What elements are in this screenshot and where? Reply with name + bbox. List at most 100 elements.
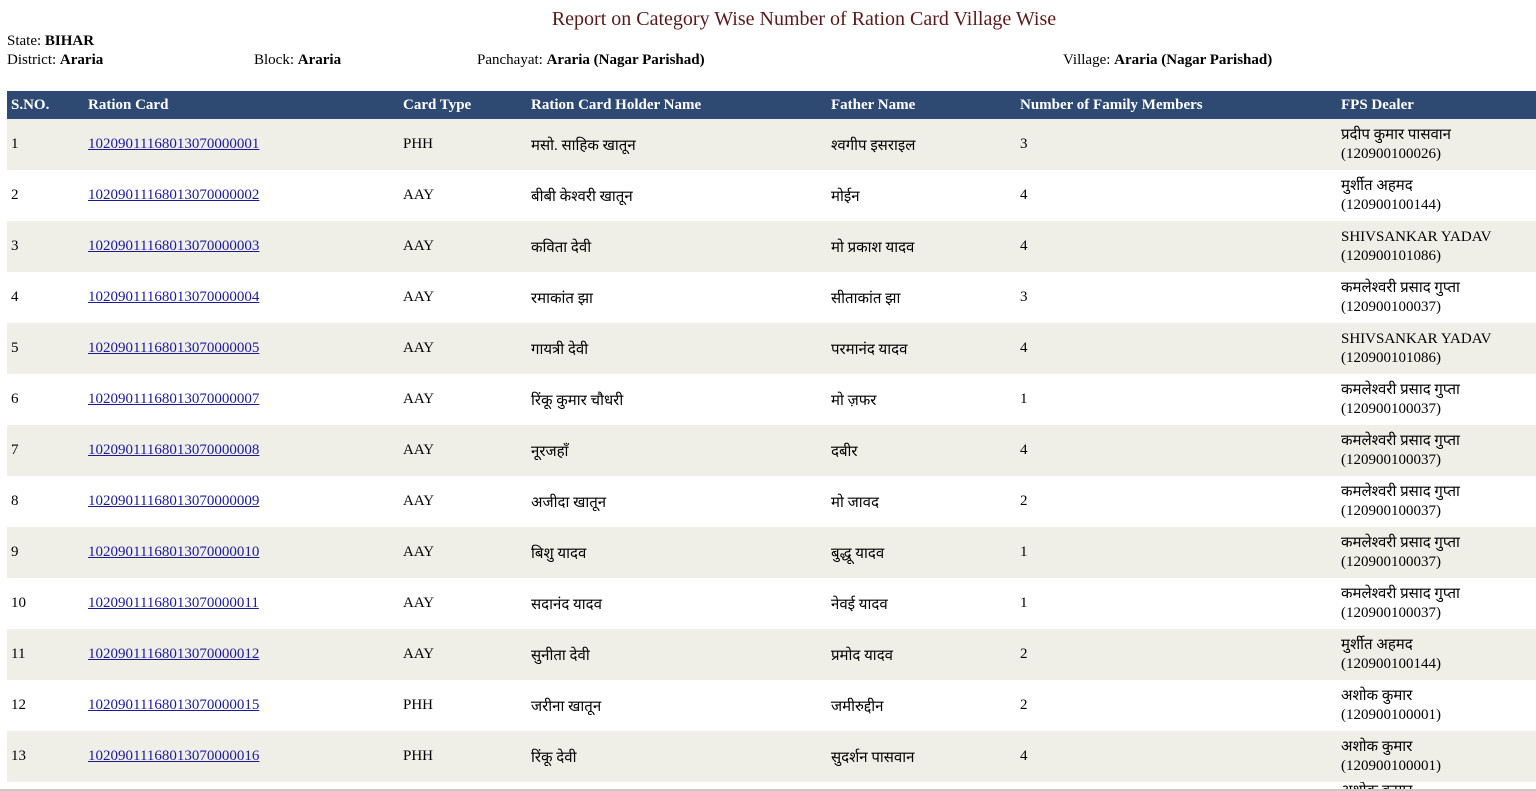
- cell-card-type: PHH: [399, 119, 527, 170]
- fps-dealer-code: (120900101086): [1341, 247, 1441, 264]
- fps-dealer-code: (120900100037): [1341, 604, 1441, 621]
- cell-father-name: मोईन: [827, 170, 1016, 221]
- table-row: 6 10209011168013070000007 AAY रिंकू कुमार च…: [7, 374, 1536, 425]
- village-label: Village:: [1063, 52, 1111, 68]
- fps-dealer-name: मुर्शीत अहमद: [1341, 636, 1413, 653]
- fps-dealer-code: (120900100037): [1341, 400, 1441, 417]
- cell-holder-name: सदानंद यादव: [527, 578, 827, 629]
- cell-card-type: PHH: [399, 731, 527, 782]
- cell-father-name: परमानंद यादव: [827, 323, 1016, 374]
- table-row-partial: अशोक कुमार: [7, 782, 1536, 791]
- table-row: 8 10209011168013070000009 AAY अजीदा खातून मो…: [7, 476, 1536, 527]
- state-value: BIHAR: [44, 33, 95, 49]
- cell-fps-dealer: कमलेश्वरी प्रसाद गुप्ता (120900100037): [1337, 578, 1536, 629]
- cell-father-name: नेवई यादव: [827, 578, 1016, 629]
- ration-card-link[interactable]: 10209011168013070000005: [88, 340, 260, 356]
- cell-card-type: AAY: [399, 527, 527, 578]
- cell-family-members: 2: [1016, 680, 1337, 731]
- header-ration-card: Ration Card: [84, 91, 399, 119]
- cell-family-members: 1: [1016, 578, 1337, 629]
- fps-dealer-code: (120900100001): [1341, 706, 1441, 723]
- ration-card-link[interactable]: 10209011168013070000002: [88, 187, 260, 203]
- fps-dealer-name: SHIVSANKAR YADAV: [1341, 330, 1492, 347]
- cell-family-members: 1: [1016, 374, 1337, 425]
- village-value: Araria (Nagar Parishad): [1114, 52, 1273, 68]
- state-info: State: BIHAR: [7, 33, 94, 50]
- cell-card-type: AAY: [399, 323, 527, 374]
- cell-ration-card: 10209011168013070000008: [84, 425, 399, 476]
- ration-card-link[interactable]: 10209011168013070000015: [88, 697, 260, 713]
- cell-card-type: AAY: [399, 425, 527, 476]
- cell-card-type: AAY: [399, 578, 527, 629]
- fps-dealer-code: (120900100144): [1341, 655, 1441, 672]
- cell-family-members: 2: [1016, 476, 1337, 527]
- cell-ration-card: 10209011168013070000012: [84, 629, 399, 680]
- cell-card-type: AAY: [399, 170, 527, 221]
- cell-father-name: सीताकांत झा: [827, 272, 1016, 323]
- table-header-row: S.NO. Ration Card Card Type Ration Card …: [7, 91, 1536, 119]
- district-label: District:: [7, 52, 57, 68]
- table-row: 5 10209011168013070000005 AAY गायत्री देवी प…: [7, 323, 1536, 374]
- cell-sno: 9: [7, 527, 84, 578]
- cell-family-members: 4: [1016, 731, 1337, 782]
- cell-sno: 4: [7, 272, 84, 323]
- ration-card-link[interactable]: 10209011168013070000003: [88, 238, 260, 254]
- cell-sno: 1: [7, 119, 84, 170]
- cell-father-name: प्रमोद यादव: [827, 629, 1016, 680]
- cell-ration-card: 10209011168013070000011: [84, 578, 399, 629]
- cell-fps-dealer: कमलेश्वरी प्रसाद गुप्ता (120900100037): [1337, 272, 1536, 323]
- block-value: Araria: [297, 52, 342, 68]
- ration-card-link[interactable]: 10209011168013070000010: [88, 544, 260, 560]
- cell-holder-name: रमाकांत झा: [527, 272, 827, 323]
- cell-fps-dealer: मुर्शीत अहमद (120900100144): [1337, 170, 1536, 221]
- cell-card-type: PHH: [399, 680, 527, 731]
- district-info: District: Araria: [7, 52, 103, 69]
- ration-card-link[interactable]: 10209011168013070000001: [88, 136, 260, 152]
- fps-dealer-name: मुर्शीत अहमद: [1341, 177, 1413, 194]
- ration-card-table: S.NO. Ration Card Card Type Ration Card …: [7, 91, 1536, 791]
- ration-card-link[interactable]: 10209011168013070000004: [88, 289, 260, 305]
- cell-family-members: 4: [1016, 170, 1337, 221]
- cell-ration-card: 10209011168013070000002: [84, 170, 399, 221]
- district-value: Araria: [59, 52, 104, 68]
- cell-card-type: AAY: [399, 272, 527, 323]
- cell-fps-dealer: कमलेश्वरी प्रसाद गुप्ता (120900100037): [1337, 527, 1536, 578]
- cell-ration-card: 10209011168013070000010: [84, 527, 399, 578]
- cell-family-members: 4: [1016, 425, 1337, 476]
- cell-sno: 3: [7, 221, 84, 272]
- cell-holder-name: सुनीता देवी: [527, 629, 827, 680]
- header-sno: S.NO.: [7, 91, 84, 119]
- block-label: Block:: [254, 52, 294, 68]
- ration-card-link[interactable]: 10209011168013070000011: [88, 595, 259, 611]
- fps-dealer-name: कमलेश्वरी प्रसाद गुप्ता: [1341, 381, 1460, 398]
- ration-card-link[interactable]: 10209011168013070000008: [88, 442, 260, 458]
- ration-card-link[interactable]: 10209011168013070000012: [88, 646, 260, 662]
- cell-family-members: 1: [1016, 527, 1337, 578]
- cell-family-members: 3: [1016, 272, 1337, 323]
- cell-card-type: AAY: [399, 476, 527, 527]
- fps-dealer-name: प्रदीप कुमार पासवान: [1341, 126, 1452, 143]
- table-row: 7 10209011168013070000008 AAY नूरजहाँ दबीर 4 क…: [7, 425, 1536, 476]
- village-info: Village: Araria (Nagar Parishad): [1063, 52, 1272, 69]
- cell-holder-name: मसो. साहिक खातून: [527, 119, 827, 170]
- fps-dealer-code: (120900100037): [1341, 451, 1441, 468]
- cell-father-name: बुद्धू यादव: [827, 527, 1016, 578]
- panchayat-info: Panchayat: Araria (Nagar Parishad): [477, 52, 705, 69]
- cell-holder-name: बिशु यादव: [527, 527, 827, 578]
- block-info: Block: Araria: [254, 52, 341, 69]
- ration-card-link[interactable]: 10209011168013070000007: [88, 391, 260, 407]
- table-row: 10 10209011168013070000011 AAY सदानंद यादव न…: [7, 578, 1536, 629]
- ration-card-link[interactable]: 10209011168013070000016: [88, 748, 260, 764]
- cell-sno: 5: [7, 323, 84, 374]
- cell-fps-dealer: मुर्शीत अहमद (120900100144): [1337, 629, 1536, 680]
- cell-father-name: मो ज़फर: [827, 374, 1016, 425]
- cell-holder-name: गायत्री देवी: [527, 323, 827, 374]
- ration-card-link[interactable]: 10209011168013070000009: [88, 493, 260, 509]
- cell-fps-dealer: SHIVSANKAR YADAV (120900101086): [1337, 221, 1536, 272]
- cell-father-name: सुदर्शन पासवान: [827, 731, 1016, 782]
- fps-dealer-code: (120900100037): [1341, 553, 1441, 570]
- cell-ration-card: 10209011168013070000016: [84, 731, 399, 782]
- cell-father-name: जमीरुद्दीन: [827, 680, 1016, 731]
- table-row: 9 10209011168013070000010 AAY बिशु यादव बुद्…: [7, 527, 1536, 578]
